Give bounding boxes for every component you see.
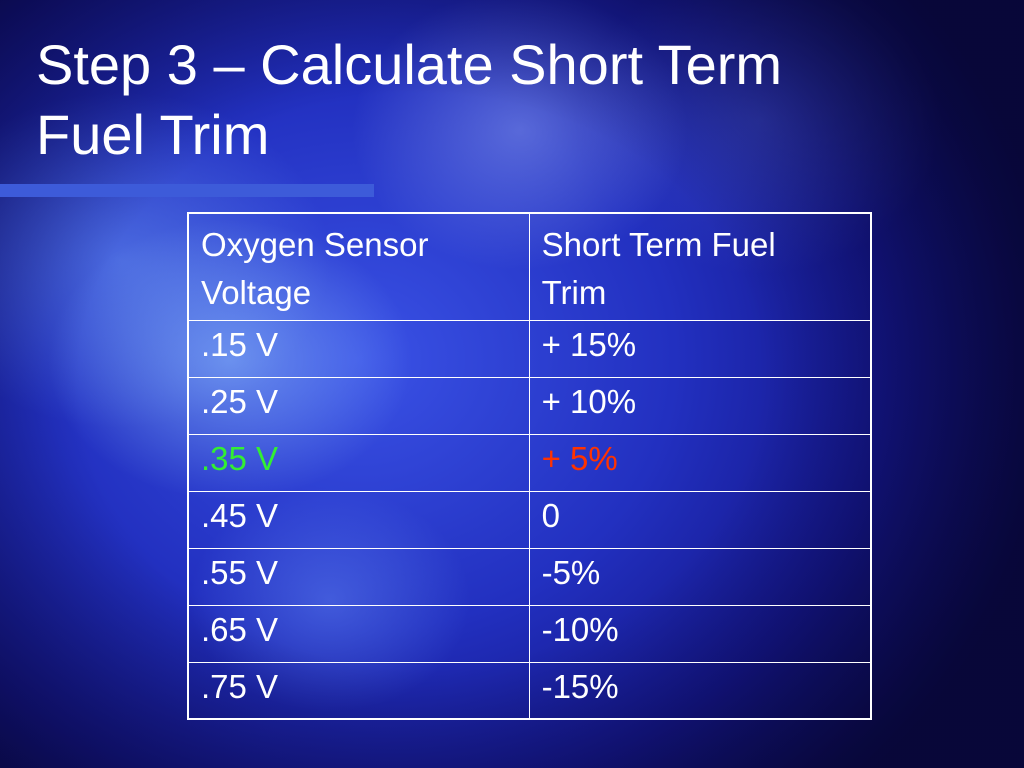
voltage-cell: .15 V	[187, 319, 530, 378]
trim-cell: + 15%	[528, 319, 872, 378]
table-row: .45 V 0	[187, 490, 872, 549]
table-row: .75 V -15%	[187, 661, 872, 720]
voltage-cell: .55 V	[187, 547, 530, 606]
title-accent-bar	[0, 184, 374, 197]
title-line-1: Step 3 – Calculate Short Term	[36, 33, 783, 96]
header-voltage-line-2: Voltage	[201, 274, 312, 311]
header-trim-line-1: Short Term Fuel	[541, 226, 776, 263]
table-row-highlighted: .35 V + 5%	[187, 433, 872, 492]
voltage-cell: .75 V	[187, 661, 530, 720]
trim-cell-highlighted: + 5%	[528, 433, 872, 492]
header-voltage-line-1: Oxygen Sensor	[201, 226, 429, 263]
table-row: .55 V -5%	[187, 547, 872, 606]
header-oxygen-sensor-voltage: Oxygen Sensor Voltage	[187, 212, 530, 321]
table-row: .15 V + 15%	[187, 319, 872, 378]
title-line-2: Fuel Trim	[36, 103, 270, 166]
trim-cell: + 10%	[528, 376, 872, 435]
trim-cell: 0	[528, 490, 872, 549]
trim-cell: -10%	[528, 604, 872, 663]
trim-cell: -15%	[528, 661, 872, 720]
trim-cell: -5%	[528, 547, 872, 606]
header-trim-line-2: Trim	[541, 274, 607, 311]
table-row: .65 V -10%	[187, 604, 872, 663]
voltage-cell: .25 V	[187, 376, 530, 435]
voltage-cell: .45 V	[187, 490, 530, 549]
voltage-cell-highlighted: .35 V	[187, 433, 530, 492]
header-short-term-fuel-trim: Short Term Fuel Trim	[528, 212, 872, 321]
table-row: .25 V + 10%	[187, 376, 872, 435]
slide-title: Step 3 – Calculate Short Term Fuel Trim	[36, 30, 936, 170]
table-header-row: Oxygen Sensor Voltage Short Term Fuel Tr…	[187, 212, 872, 321]
fuel-trim-table: Oxygen Sensor Voltage Short Term Fuel Tr…	[187, 212, 872, 720]
voltage-cell: .65 V	[187, 604, 530, 663]
